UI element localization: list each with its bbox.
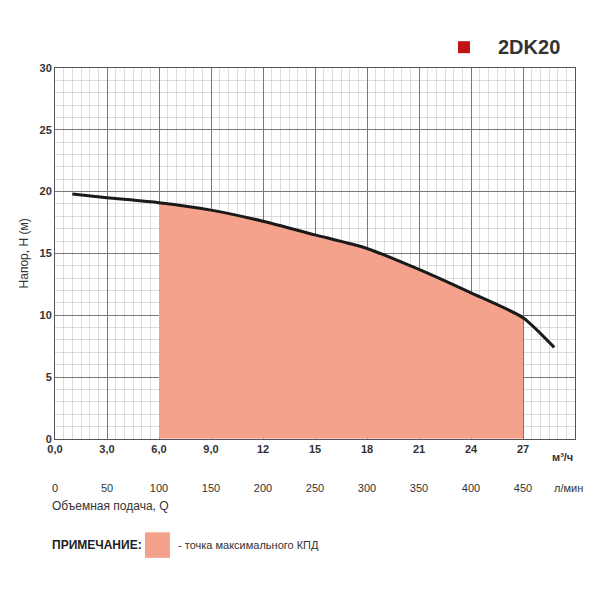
svg-text:350: 350 xyxy=(410,482,428,494)
svg-text:250: 250 xyxy=(306,482,324,494)
svg-text:л/мин: л/мин xyxy=(554,482,583,494)
svg-text:150: 150 xyxy=(202,482,220,494)
svg-text:450: 450 xyxy=(514,482,532,494)
svg-text:100: 100 xyxy=(150,482,168,494)
svg-text:6,0: 6,0 xyxy=(151,443,166,455)
svg-text:ПРИМЕЧАНИЕ:: ПРИМЕЧАНИЕ: xyxy=(52,538,142,552)
svg-text:5: 5 xyxy=(46,371,52,383)
svg-text:25: 25 xyxy=(40,124,52,136)
svg-text:300: 300 xyxy=(358,482,376,494)
svg-text:м³/ч: м³/ч xyxy=(552,451,573,463)
svg-text:15: 15 xyxy=(309,443,321,455)
svg-text:2DK20: 2DK20 xyxy=(498,36,560,58)
svg-text:- точка максимального КПД: - точка максимального КПД xyxy=(178,539,319,551)
svg-text:20: 20 xyxy=(40,185,52,197)
svg-text:10: 10 xyxy=(40,309,52,321)
svg-text:400: 400 xyxy=(462,482,480,494)
svg-text:27: 27 xyxy=(517,443,529,455)
svg-text:30: 30 xyxy=(40,62,52,74)
svg-text:21: 21 xyxy=(413,443,425,455)
svg-text:24: 24 xyxy=(465,443,478,455)
svg-text:0: 0 xyxy=(52,482,58,494)
svg-text:50: 50 xyxy=(101,482,113,494)
svg-text:3,0: 3,0 xyxy=(99,443,114,455)
svg-text:18: 18 xyxy=(361,443,373,455)
svg-text:9,0: 9,0 xyxy=(203,443,218,455)
svg-text:0,0: 0,0 xyxy=(47,443,62,455)
svg-text:0: 0 xyxy=(46,433,52,445)
svg-text:200: 200 xyxy=(254,482,272,494)
svg-text:Напор, Н (м): Напор, Н (м) xyxy=(17,218,31,288)
svg-text:15: 15 xyxy=(40,247,52,259)
svg-text:12: 12 xyxy=(257,443,269,455)
svg-text:Объемная подача, Q: Объемная подача, Q xyxy=(52,499,169,513)
